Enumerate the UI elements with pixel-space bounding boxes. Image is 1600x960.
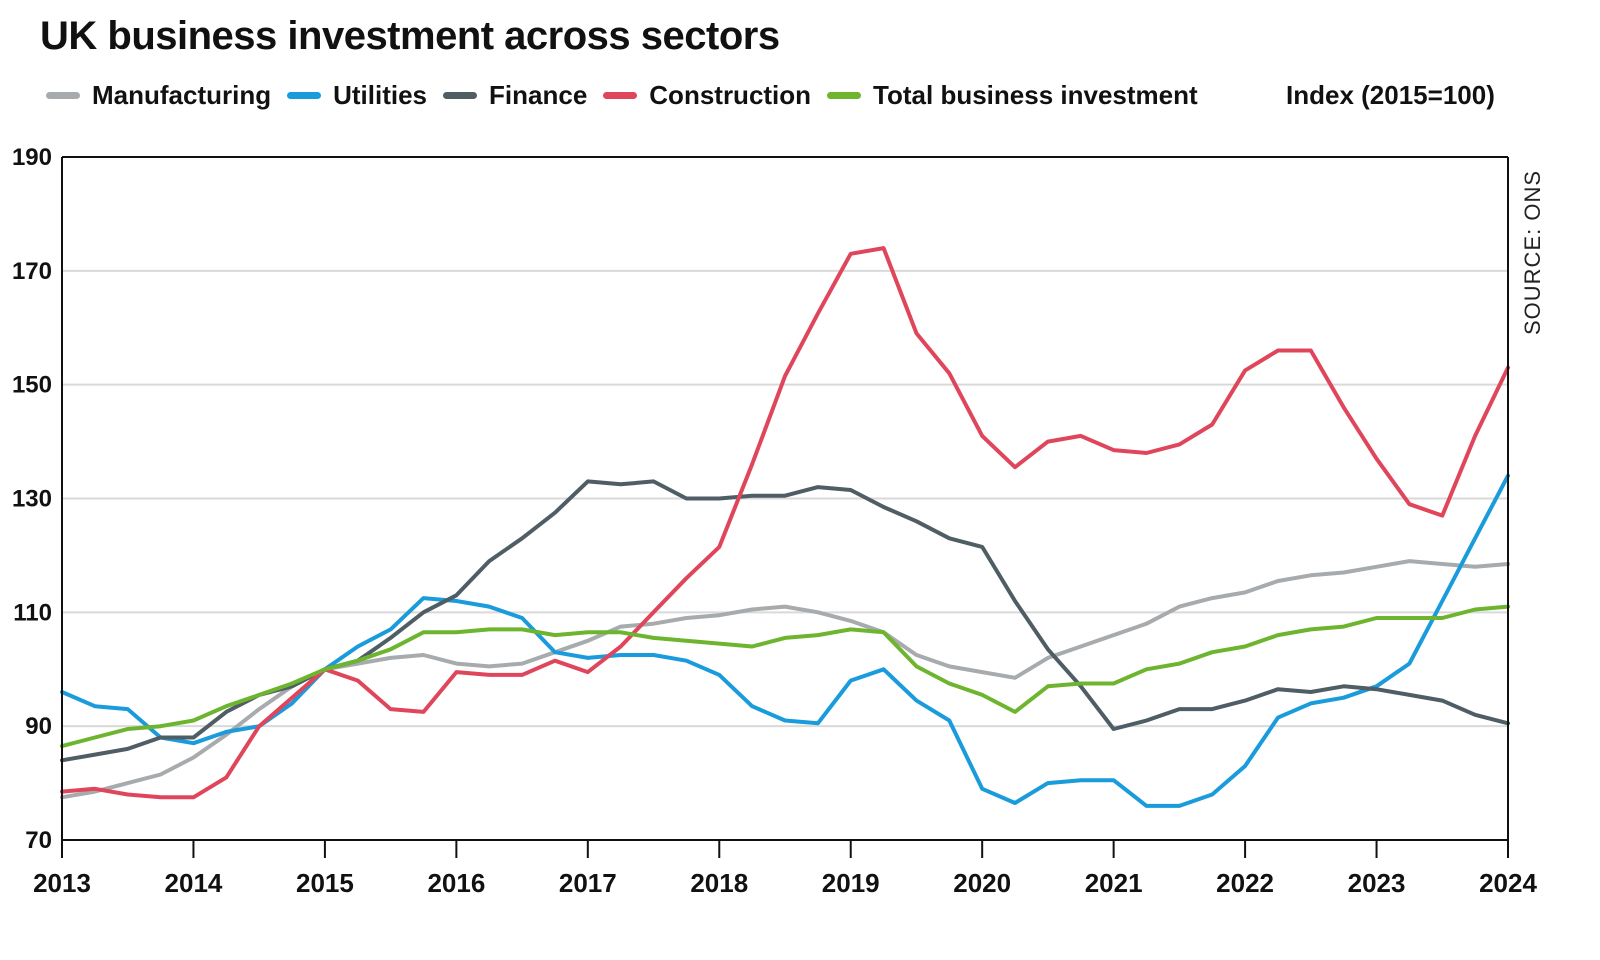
x-tick-label: 2020 — [953, 868, 1011, 898]
legend-label: Total business investment — [873, 80, 1198, 110]
legend-item-construction: Construction — [603, 80, 811, 111]
legend-swatch — [46, 92, 80, 99]
legend-label: Manufacturing — [92, 80, 272, 110]
legend-swatch — [827, 92, 862, 99]
y-tick-label: 190 — [12, 144, 52, 171]
axes — [61, 156, 1509, 841]
y-tick-label: 130 — [12, 486, 52, 513]
legend-swatch — [443, 92, 478, 99]
y-axis-ticks: 70 90 110 130 150 170 190 — [12, 144, 52, 854]
legend-label: Finance — [489, 80, 588, 110]
legend: Manufacturing Utilities Finance Construc… — [46, 80, 1214, 111]
legend-swatch — [287, 92, 322, 99]
legend-item-total: Total business investment — [827, 80, 1198, 111]
x-axis-ticks: 2013 2014 2015 2016 2017 2018 2019 2020 2021 2022… — [33, 840, 1537, 898]
x-tick-label: 2016 — [427, 868, 485, 898]
x-tick-label: 2019 — [822, 868, 880, 898]
x-tick-label: 2013 — [33, 868, 91, 898]
y-tick-label: 70 — [25, 827, 52, 854]
legend-item-finance: Finance — [443, 80, 587, 111]
x-tick-label: 2024 — [1479, 868, 1537, 898]
series-line-construction — [60, 246, 1510, 800]
x-tick-label: 2023 — [1348, 868, 1406, 898]
series-line-total-business-investment — [60, 604, 1510, 749]
x-tick-label: 2022 — [1216, 868, 1274, 898]
series-lines — [60, 246, 1510, 808]
legend-label: Utilities — [333, 80, 428, 110]
x-tick-label: 2015 — [296, 868, 354, 898]
gridlines — [62, 269, 1508, 728]
legend-swatch — [603, 92, 638, 99]
chart-title: UK business investment across sectors — [40, 14, 780, 58]
x-tick-label: 2014 — [165, 868, 223, 898]
x-tick-label: 2018 — [690, 868, 748, 898]
x-tick-label: 2021 — [1085, 868, 1143, 898]
y-tick-label: 90 — [25, 713, 52, 740]
legend-label: Construction — [649, 80, 812, 110]
series-line-manufacturing — [60, 559, 1510, 800]
legend-item-utilities: Utilities — [287, 80, 427, 111]
series-line-utilities — [60, 473, 1510, 808]
y-tick-label: 110 — [13, 599, 52, 626]
units-label: Index (2015=100) — [1286, 80, 1495, 110]
y-tick-label: 170 — [12, 258, 52, 285]
x-tick-label: 2017 — [559, 868, 617, 898]
y-tick-label: 150 — [12, 372, 52, 399]
legend-item-manufacturing: Manufacturing — [46, 80, 271, 111]
